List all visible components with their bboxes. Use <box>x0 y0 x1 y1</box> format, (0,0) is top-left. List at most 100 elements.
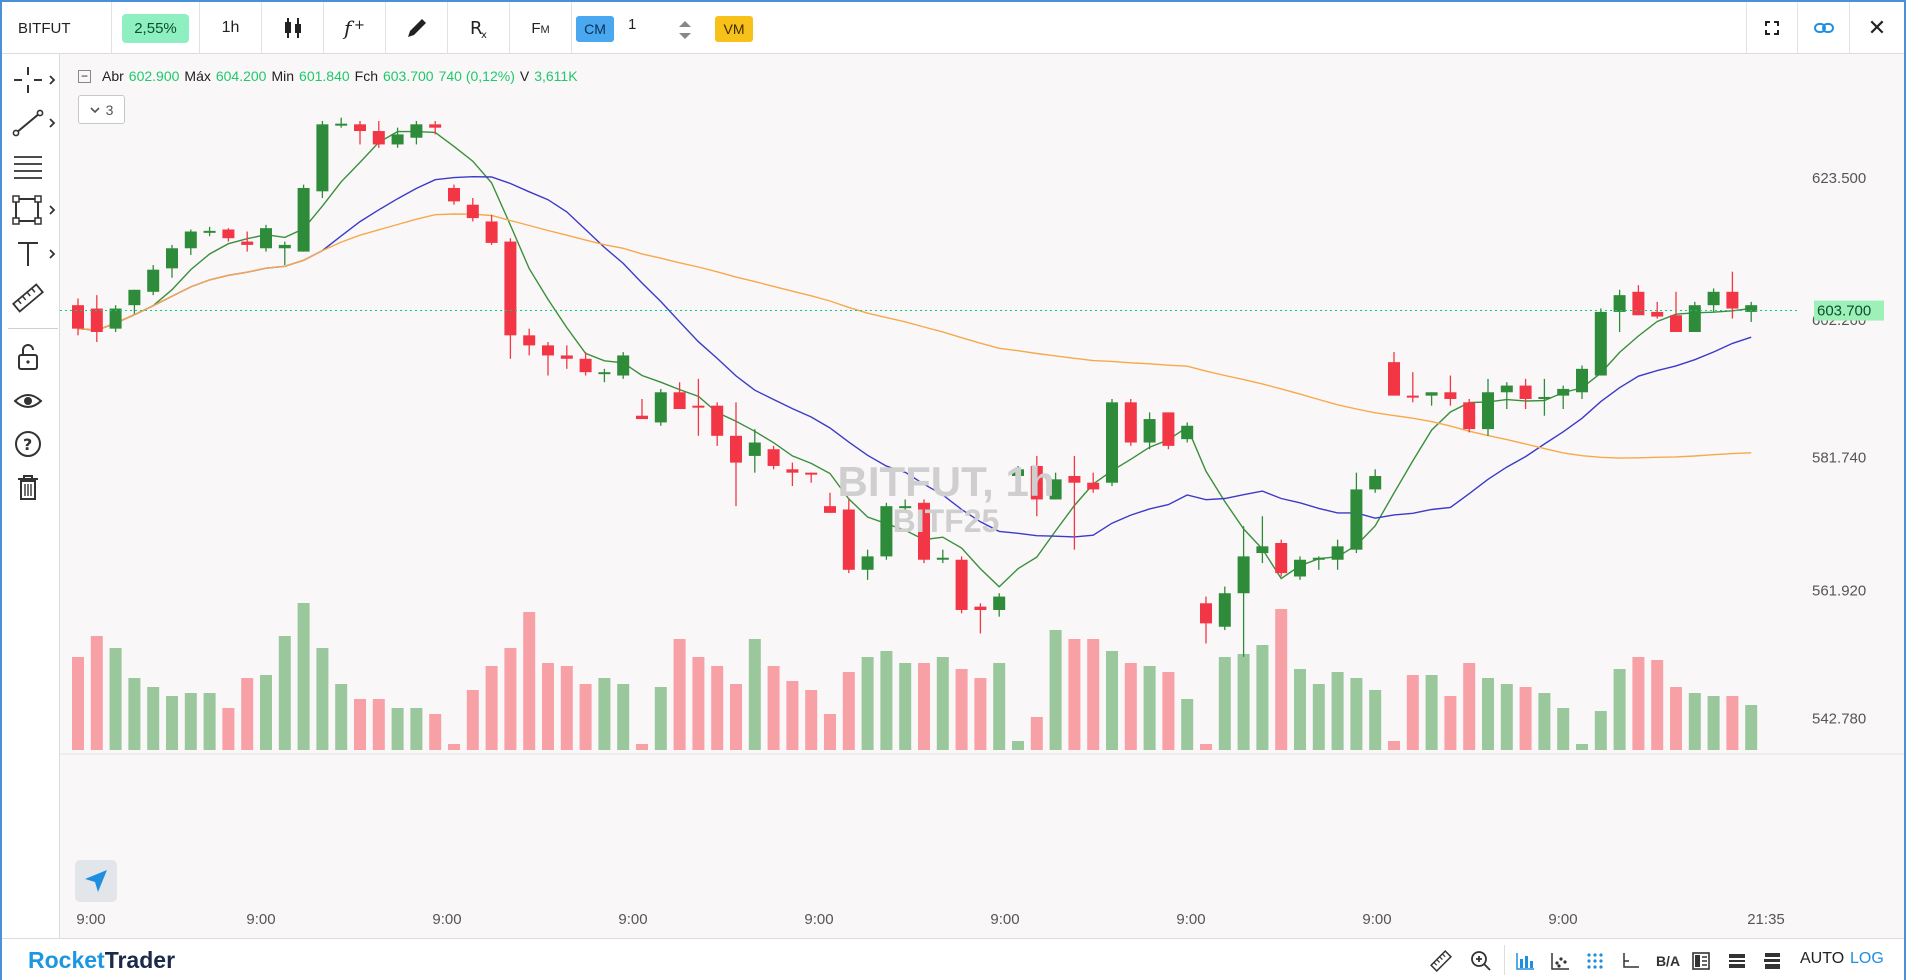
candle <box>1388 352 1400 396</box>
heatmap-toggle-button[interactable] <box>1582 948 1608 974</box>
candle-body <box>880 506 893 557</box>
volume-bar <box>1012 741 1024 750</box>
visibility-tool[interactable] <box>10 384 56 418</box>
ruler-tool[interactable] <box>10 281 56 315</box>
help-tool[interactable]: ? <box>10 427 56 461</box>
fibonacci-icon <box>14 156 42 179</box>
log-scale-button[interactable]: LOG <box>1850 950 1884 967</box>
candle <box>598 368 611 383</box>
candle-body <box>448 187 460 202</box>
x-tick-label: 9:00 <box>1548 911 1577 928</box>
svg-text:+: + <box>354 18 365 33</box>
collapse-legend-button[interactable]: − <box>78 69 91 83</box>
ladder-toggle-button[interactable] <box>1759 948 1785 974</box>
reset-button[interactable]: R x <box>448 2 510 54</box>
delete-tool[interactable] <box>10 470 56 504</box>
candle <box>1294 556 1306 580</box>
volume-bar <box>1688 693 1701 750</box>
fullscreen-button[interactable] <box>1746 2 1798 54</box>
candle <box>1670 291 1682 332</box>
candle <box>711 402 724 446</box>
sidebar-separator <box>8 328 58 329</box>
volume-bars-icon <box>1516 953 1534 970</box>
volume-bar <box>1369 690 1382 750</box>
candle <box>767 445 780 470</box>
volume-bar <box>1124 663 1137 750</box>
panel-icon <box>1692 952 1710 970</box>
candle <box>1275 539 1288 577</box>
candle <box>1500 382 1513 410</box>
volume-toggle-button[interactable] <box>1512 948 1538 974</box>
x-tick-label: 9:00 <box>990 911 1019 928</box>
candle-body <box>842 509 855 570</box>
candle <box>1350 472 1363 554</box>
candle <box>166 244 178 278</box>
scatter-toggle-button[interactable] <box>1547 948 1573 974</box>
volume-bar <box>955 669 968 750</box>
candle <box>1688 301 1701 332</box>
lock-tool[interactable] <box>10 340 56 374</box>
measure-button[interactable] <box>1428 948 1454 974</box>
volume-bar <box>880 651 893 750</box>
volume-bar <box>410 708 423 750</box>
volume-bar <box>617 684 630 750</box>
function-plus-icon: f + <box>342 17 365 39</box>
candle-body <box>523 335 536 346</box>
candle-body <box>147 269 160 292</box>
axis-toggle-button[interactable] <box>1617 948 1643 974</box>
candle-body <box>109 308 122 329</box>
candle-body <box>936 557 949 560</box>
candle <box>316 120 329 199</box>
zoom-button[interactable] <box>1468 948 1494 974</box>
volume-bar <box>1275 609 1288 750</box>
axis-icon <box>1623 953 1639 968</box>
cm-button[interactable]: CM <box>576 16 614 42</box>
volume-bar <box>560 666 573 750</box>
chart-type-button[interactable] <box>262 2 324 54</box>
candle <box>1068 455 1081 550</box>
open-value: 602.900 <box>128 68 180 84</box>
candle-body <box>128 289 141 306</box>
candle-body <box>466 204 479 219</box>
indicators-button[interactable]: f + <box>324 2 386 54</box>
link-button[interactable] <box>1798 2 1850 54</box>
volume-bar <box>636 744 648 750</box>
vm-button[interactable]: VM <box>715 16 753 42</box>
volume-bar <box>1049 630 1062 750</box>
crosshair-tool[interactable] <box>10 63 56 97</box>
navigation-button[interactable] <box>75 860 117 902</box>
quantity-input[interactable]: 1 <box>628 16 637 33</box>
close-button[interactable]: ✕ <box>1867 15 1887 40</box>
panel-toggle-button[interactable] <box>1688 948 1714 974</box>
trendline-tool[interactable] <box>10 106 56 140</box>
candle-body <box>617 355 630 376</box>
timeframe-button[interactable]: 1h <box>200 2 262 54</box>
candle-body <box>673 392 686 410</box>
candle <box>1181 422 1194 443</box>
candle <box>184 229 197 255</box>
fibonacci-tool[interactable] <box>10 150 56 184</box>
symbol-selector[interactable]: BITFUT <box>2 2 112 54</box>
candle-body <box>297 187 310 252</box>
volume-bar <box>72 657 84 750</box>
zoom-in-icon <box>1471 951 1491 971</box>
fullscreen-icon <box>1765 21 1779 35</box>
candle <box>654 388 667 426</box>
auto-scale-button[interactable]: AUTO <box>1800 950 1845 967</box>
candle-body <box>636 415 648 420</box>
price-chart[interactable]: 623.500602.260581.740561.920542.780603.7… <box>60 54 1904 938</box>
rectangle-tool[interactable] <box>10 193 56 227</box>
change-value: 740 (0,12%) <box>438 68 515 84</box>
quantity-stepper[interactable] <box>678 18 692 42</box>
dom-toggle-button[interactable] <box>1724 948 1750 974</box>
volume-bar <box>429 714 442 750</box>
text-tool[interactable] <box>10 237 56 271</box>
candle-body <box>805 472 818 475</box>
drawing-button[interactable] <box>386 2 448 54</box>
trash-icon <box>18 475 38 500</box>
scatter-icon <box>1551 953 1569 970</box>
studies-toggle[interactable]: 3 <box>78 95 125 124</box>
volume-bar <box>542 663 554 750</box>
bid-ask-button[interactable]: B/A <box>1655 953 1681 969</box>
